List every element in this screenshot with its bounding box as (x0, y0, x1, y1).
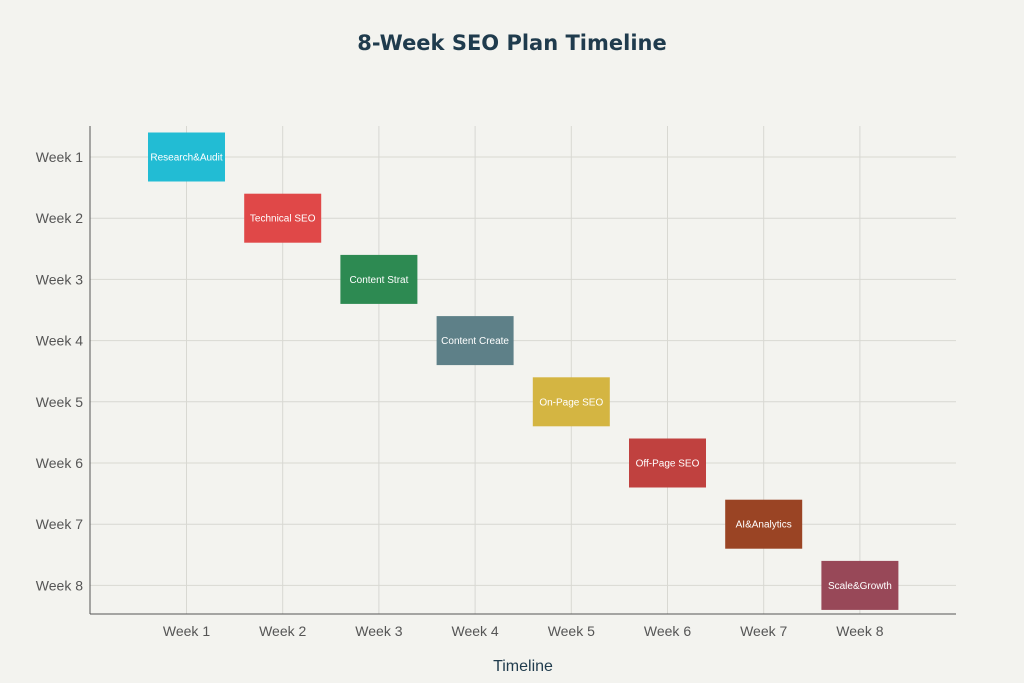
task-bar-rect (532, 377, 610, 427)
task-bar-label: AI&Analytics (736, 520, 792, 531)
task-bar-rect (340, 254, 418, 304)
y-tick-label: Week 8 (36, 577, 83, 593)
x-tick-label: Week 1 (163, 623, 210, 639)
task-bar: Off-Page SEO (629, 438, 706, 488)
x-tick-label: Week 6 (644, 623, 691, 639)
task-bar-label: Scale&Growth (828, 581, 892, 592)
task-bar-rect (629, 438, 706, 488)
y-tick-label: Week 1 (36, 149, 83, 165)
task-bar: Scale&Growth (821, 560, 899, 610)
x-tick-label: Week 7 (740, 623, 787, 639)
y-tick-label: Week 7 (36, 516, 83, 532)
chart-title: 8-Week SEO Plan Timeline (357, 31, 666, 55)
y-tick-label: Week 3 (36, 271, 83, 287)
task-bar-label: Content Create (441, 336, 509, 347)
task-bar: On-Page SEO (532, 377, 610, 427)
y-tick-label: Week 6 (36, 455, 83, 471)
x-axis-title: Timeline (493, 658, 553, 675)
task-bar-rect (436, 316, 514, 366)
task-bar-label: Research&Audit (150, 153, 222, 164)
task-bar: Research&Audit (148, 132, 225, 182)
y-tick-label: Week 5 (36, 394, 83, 410)
task-bar-label: Content Strat (349, 275, 408, 286)
axes: Week 1 Week 2 Week 3 Week 4 Week 5 Week 6 Week… (36, 126, 956, 639)
y-tick-label: Week 4 (36, 333, 83, 349)
task-bar-rect (148, 132, 225, 182)
task-bar-rect (821, 560, 899, 610)
x-tick-label: Week 8 (836, 623, 883, 639)
x-tick-label: Week 4 (451, 623, 498, 639)
task-bar: AI&Analytics (725, 499, 803, 549)
x-tick-label: Week 3 (355, 623, 402, 639)
y-tick-label: Week 2 (36, 210, 83, 226)
x-tick-label: Week 5 (548, 623, 595, 639)
task-bar: Technical SEO (244, 193, 322, 243)
task-bar-label: On-Page SEO (539, 397, 603, 408)
bars: Research&Audit Technical SEO Content Strat… (148, 132, 899, 610)
task-bar-rect (244, 193, 322, 243)
x-tick-label: Week 2 (259, 623, 306, 639)
task-bar-label: Technical SEO (250, 214, 316, 225)
task-bar-rect (725, 499, 803, 549)
task-bar-label: Off-Page SEO (636, 459, 700, 470)
task-bar: Content Create (436, 316, 514, 366)
task-bar: Content Strat (340, 254, 418, 304)
grid (90, 126, 956, 614)
